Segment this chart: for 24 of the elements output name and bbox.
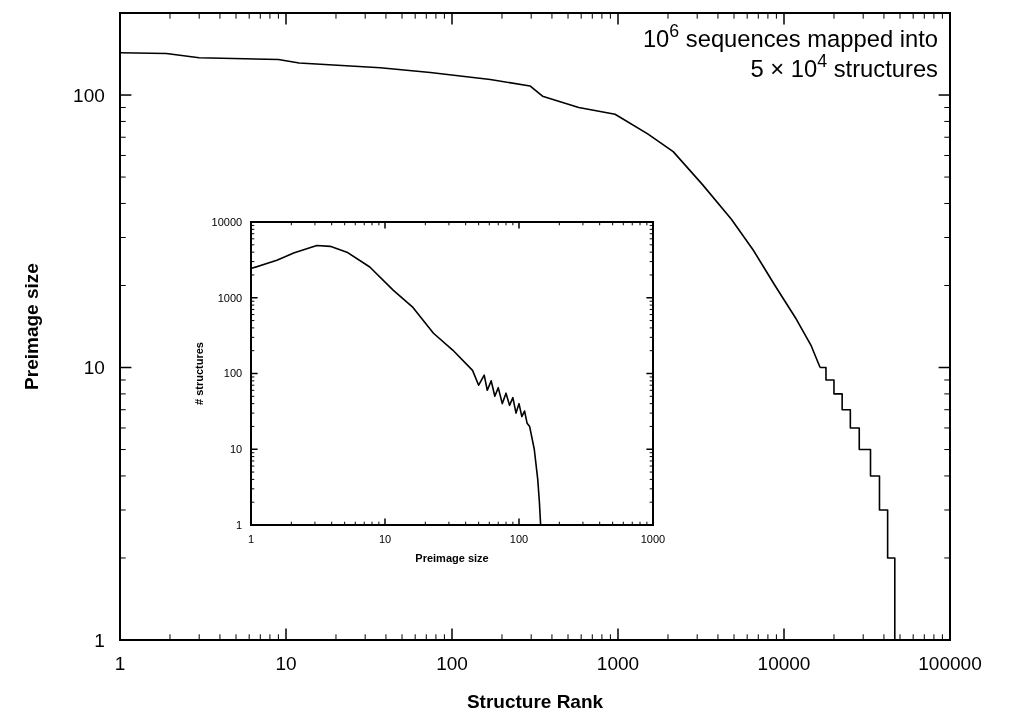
y-tick-label: 10: [83, 357, 105, 379]
x-tick-label: 10: [378, 532, 392, 545]
x-tick-label: 100: [436, 653, 468, 675]
y-axis-title: # structures: [192, 342, 205, 405]
y-tick-label: 1: [236, 518, 243, 531]
x-tick-label: 100: [509, 532, 529, 545]
x-tick-label: 1000: [640, 532, 666, 545]
x-tick-label: 1: [247, 532, 255, 545]
x-tick-label: 10000: [757, 653, 811, 675]
y-tick-label: 1: [94, 629, 105, 651]
y-tick-label: 10: [229, 443, 243, 456]
x-tick-label: 10: [275, 653, 297, 675]
x-tick-label: 1000: [596, 653, 640, 675]
y-tick-label: 100: [223, 367, 243, 380]
y-tick-label: 100: [73, 84, 105, 106]
y-tick-label: 10000: [211, 215, 243, 228]
y-axis-title: Preimage size: [21, 263, 43, 390]
annotation: 10$^{6}$ sequences mapped into: [642, 21, 938, 52]
x-tick-label: 1: [114, 653, 126, 675]
x-axis-title: Structure Rank: [466, 691, 604, 713]
annotation: 5 × 10$^{4}$ structures: [750, 51, 939, 82]
x-axis-title: Preimage size: [415, 552, 489, 565]
y-tick-label: 1000: [217, 291, 243, 304]
x-tick-label: 100000: [918, 653, 982, 675]
